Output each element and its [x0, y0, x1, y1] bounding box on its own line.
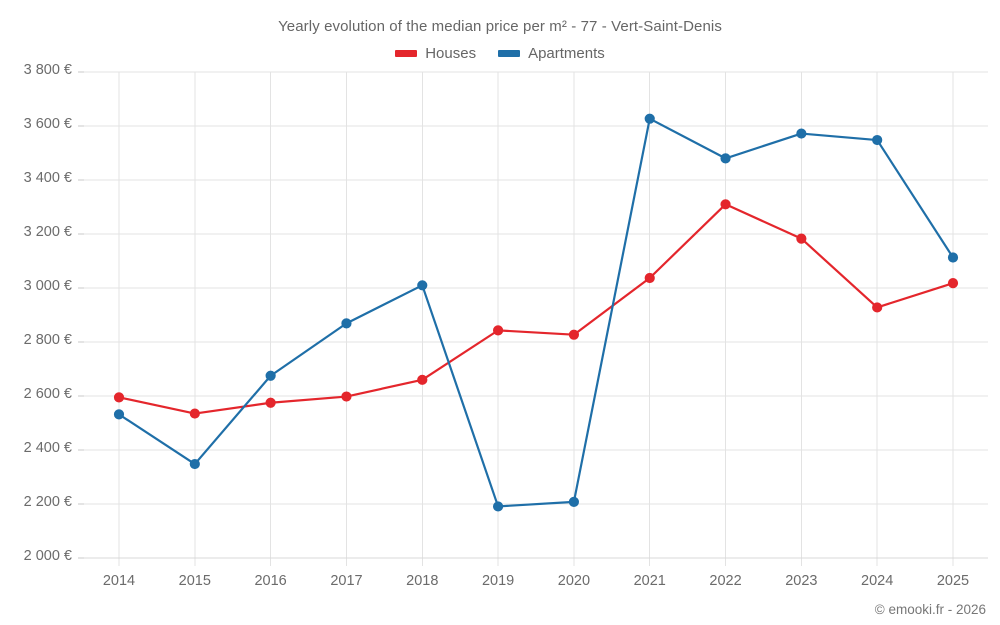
- data-point-apartments[interactable]: [189, 458, 200, 470]
- series-line-houses: [117, 203, 955, 415]
- y-tick-label: 3 800 €: [23, 62, 72, 78]
- series-line-apartments: [117, 117, 955, 508]
- data-point-apartments[interactable]: [265, 370, 276, 381]
- data-point-houses[interactable]: [265, 397, 276, 408]
- y-tick-label: 3 200 €: [23, 224, 72, 240]
- x-tick-label: 2018: [406, 573, 439, 589]
- data-point-apartments[interactable]: [796, 128, 807, 139]
- legend-item-houses[interactable]: Houses: [395, 45, 476, 62]
- data-point-houses[interactable]: [492, 325, 504, 336]
- data-point-houses[interactable]: [341, 391, 352, 402]
- chart-legend: Houses Apartments: [0, 45, 1000, 62]
- legend-swatch-houses: [395, 50, 418, 57]
- x-tick-label: 2024: [861, 573, 894, 589]
- footer-credit: © emooki.fr - 2026: [874, 602, 986, 617]
- data-point-houses[interactable]: [113, 392, 125, 403]
- data-point-houses[interactable]: [872, 302, 883, 313]
- legend-item-apartments[interactable]: Apartments: [498, 45, 605, 62]
- legend-swatch-apartments: [498, 50, 521, 57]
- data-point-apartments[interactable]: [492, 501, 504, 512]
- x-tick-label: 2017: [330, 573, 363, 589]
- y-tick-label: 3 000 €: [23, 278, 72, 294]
- data-point-houses[interactable]: [644, 272, 655, 284]
- y-tick-label: 2 400 €: [23, 440, 72, 456]
- data-point-apartments[interactable]: [568, 496, 580, 507]
- data-point-apartments[interactable]: [341, 318, 352, 329]
- x-tick-label: 2023: [785, 573, 818, 589]
- x-tick-label: 2020: [557, 573, 591, 589]
- x-tick-label: 2022: [709, 573, 742, 589]
- x-tick-label: 2025: [936, 573, 970, 589]
- data-point-apartments[interactable]: [872, 134, 883, 146]
- y-tick-label: 3 600 €: [23, 116, 72, 132]
- data-point-houses[interactable]: [720, 199, 731, 210]
- x-tick-label: 2016: [254, 573, 287, 589]
- x-tick-label: 2014: [102, 573, 136, 589]
- y-tick-label: 2 600 €: [23, 386, 72, 402]
- data-point-apartments[interactable]: [947, 252, 959, 263]
- data-point-apartments[interactable]: [113, 409, 125, 420]
- data-point-houses[interactable]: [417, 374, 428, 385]
- data-point-houses[interactable]: [189, 408, 200, 419]
- x-tick-label: 2019: [481, 573, 515, 589]
- x-tick-label: 2021: [633, 573, 666, 589]
- legend-label-houses: Houses: [425, 45, 477, 62]
- data-point-houses[interactable]: [568, 329, 580, 340]
- chart-title: Yearly evolution of the median price per…: [278, 18, 722, 35]
- data-point-apartments[interactable]: [720, 153, 731, 164]
- data-point-apartments[interactable]: [417, 280, 428, 291]
- y-tick-label: 2 200 €: [23, 494, 72, 510]
- x-tick-label: 2015: [178, 573, 211, 589]
- y-tick-label: 2 000 €: [23, 548, 72, 564]
- data-point-apartments[interactable]: [644, 113, 655, 124]
- y-tick-label: 3 400 €: [23, 170, 72, 186]
- legend-label-apartments: Apartments: [528, 45, 605, 62]
- data-point-houses[interactable]: [947, 278, 959, 289]
- data-point-houses[interactable]: [796, 233, 807, 244]
- y-tick-label: 2 800 €: [23, 332, 72, 348]
